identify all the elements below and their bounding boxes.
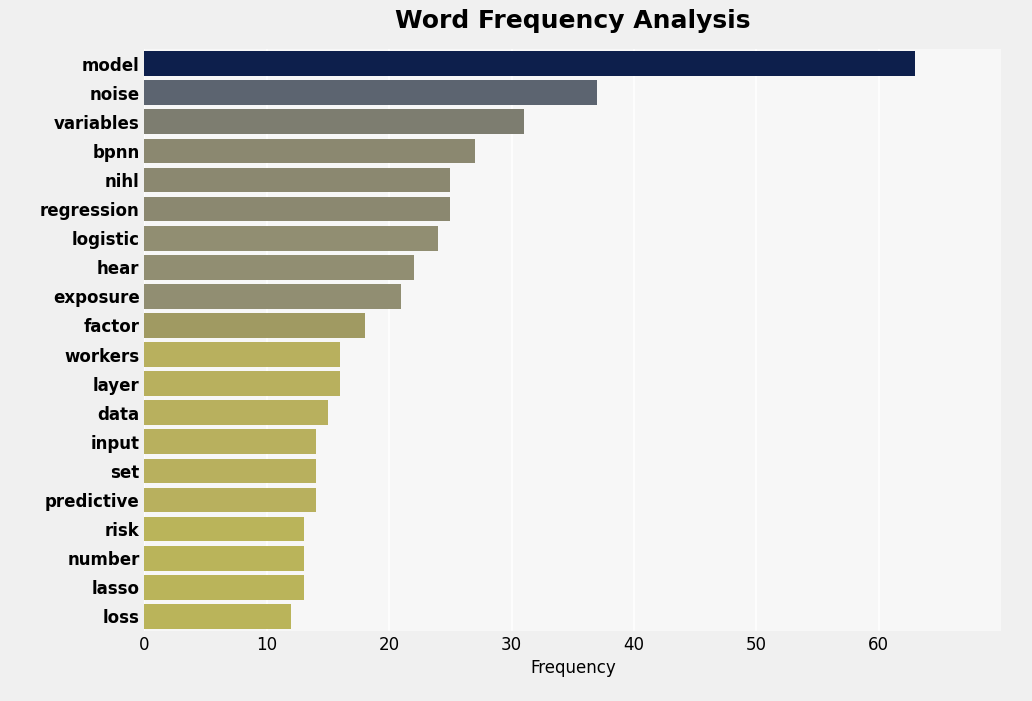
- Bar: [144, 284, 401, 308]
- Bar: [144, 575, 303, 599]
- Bar: [144, 546, 303, 571]
- Bar: [144, 139, 475, 163]
- Bar: [144, 109, 524, 134]
- Bar: [144, 604, 291, 629]
- Title: Word Frequency Analysis: Word Frequency Analysis: [395, 9, 750, 33]
- Bar: [144, 400, 328, 425]
- Bar: [144, 458, 316, 483]
- Bar: [144, 226, 439, 250]
- Bar: [144, 51, 915, 76]
- Bar: [144, 342, 341, 367]
- X-axis label: Frequency: Frequency: [529, 660, 616, 677]
- Bar: [144, 313, 364, 338]
- Bar: [144, 488, 316, 512]
- Bar: [144, 517, 303, 541]
- Bar: [144, 81, 598, 105]
- Bar: [144, 430, 316, 454]
- Bar: [144, 255, 414, 280]
- Bar: [144, 372, 341, 396]
- Bar: [144, 197, 450, 222]
- Bar: [144, 168, 450, 192]
